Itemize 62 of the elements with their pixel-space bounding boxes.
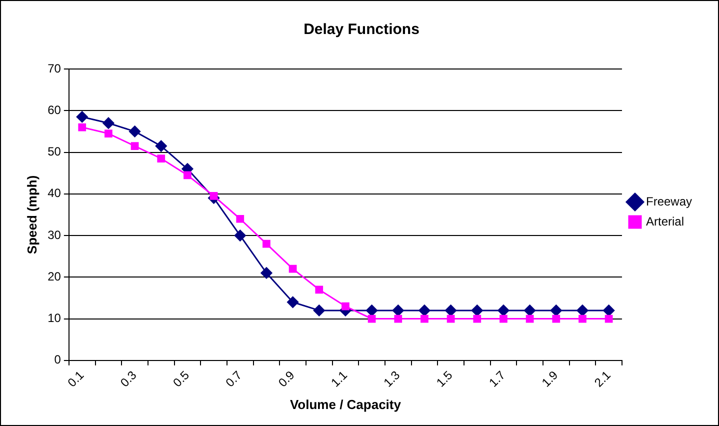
y-tick-label: 60	[48, 102, 62, 117]
x-tick-label: 0.5	[170, 368, 192, 390]
y-tick-label: 70	[48, 61, 62, 76]
x-tick-label: 1.1	[328, 368, 350, 390]
x-tick-label: 1.7	[486, 368, 508, 390]
legend-label: Freeway	[646, 194, 692, 208]
chart-title: Delay Functions	[304, 21, 420, 38]
point	[550, 304, 562, 316]
point	[368, 314, 376, 323]
y-tick-label: 10	[48, 311, 62, 326]
point	[603, 304, 615, 316]
legend-label: Arterial	[646, 214, 684, 228]
point	[130, 142, 139, 150]
point	[287, 296, 299, 308]
point	[342, 302, 350, 310]
point	[184, 171, 192, 180]
y-axis-title: Speed (mph)	[24, 175, 40, 254]
point	[578, 314, 586, 323]
point	[155, 140, 167, 152]
point	[313, 304, 325, 316]
x-tick-label: 1.5	[434, 368, 456, 390]
point	[234, 230, 246, 242]
y-tick-label: 50	[48, 144, 62, 159]
point	[500, 314, 508, 323]
point	[445, 304, 457, 316]
point	[471, 304, 483, 316]
point	[102, 117, 114, 129]
x-tick-label: 0.3	[118, 368, 140, 390]
y-tick-label: 0	[54, 352, 62, 367]
point	[288, 264, 297, 273]
point	[473, 314, 482, 323]
point	[366, 304, 378, 316]
point	[394, 314, 402, 323]
point	[262, 240, 270, 248]
x-tick-label: 0.9	[276, 368, 298, 390]
point	[418, 304, 430, 316]
point	[576, 304, 588, 316]
point	[524, 304, 536, 316]
x-tick-label: 0.1	[64, 368, 87, 390]
point	[446, 314, 455, 323]
point	[392, 304, 404, 316]
point	[604, 314, 613, 323]
point	[104, 130, 112, 138]
point	[552, 314, 560, 323]
point	[76, 111, 88, 123]
point	[78, 123, 86, 132]
point	[157, 154, 166, 162]
y-tick-label: 30	[48, 228, 62, 242]
y-tick-label: 40	[48, 186, 62, 200]
point	[420, 314, 428, 323]
x-tick-label: 2.1	[592, 368, 614, 390]
point	[129, 126, 141, 138]
x-tick-label: 1.3	[380, 368, 403, 390]
point	[315, 286, 324, 294]
point	[236, 214, 244, 223]
x-axis-title: Volume / Capacity	[290, 396, 402, 412]
point	[498, 304, 510, 316]
y-tick-label: 20	[48, 269, 62, 284]
x-tick-label: 0.7	[222, 368, 245, 390]
point	[260, 267, 272, 279]
x-tick-label: 1.9	[538, 368, 561, 390]
point	[526, 314, 534, 323]
